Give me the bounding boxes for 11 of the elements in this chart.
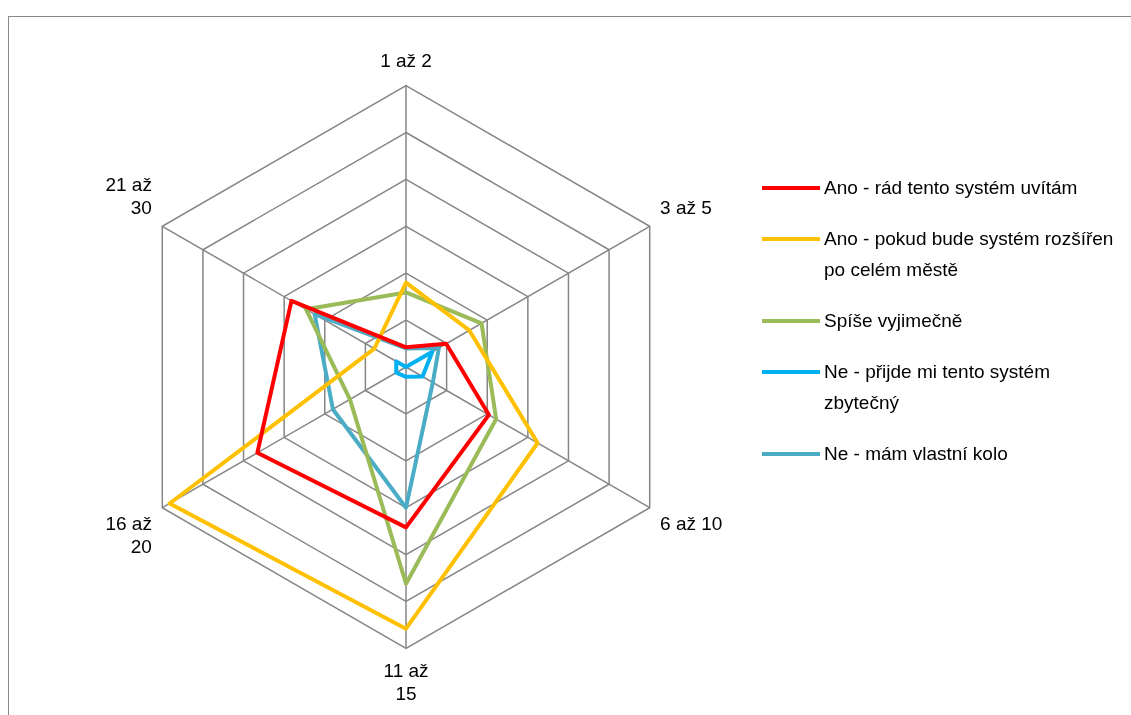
spoke-label: 3 až 5 xyxy=(660,197,712,219)
spoke-label: 21 až 30 xyxy=(105,174,152,219)
spoke-label: 6 až 10 xyxy=(660,513,723,535)
legend-label: Ne - mám vlastní kolo xyxy=(824,442,1008,466)
legend-label: Ano - pokud bude systém rozšířen po celém městě xyxy=(824,227,1115,282)
legend-label: Spíše vyjimečně xyxy=(824,309,963,333)
legend-label: Ne - přijde mi tento systém zbytečný xyxy=(824,360,1051,415)
spoke-label: 11 až 15 xyxy=(383,660,429,704)
legend-label: Ano - rád tento systém uvítám xyxy=(824,176,1078,200)
spoke-label: 16 až 20 xyxy=(105,513,152,558)
spoke-label: 1 až 2 xyxy=(380,50,432,72)
